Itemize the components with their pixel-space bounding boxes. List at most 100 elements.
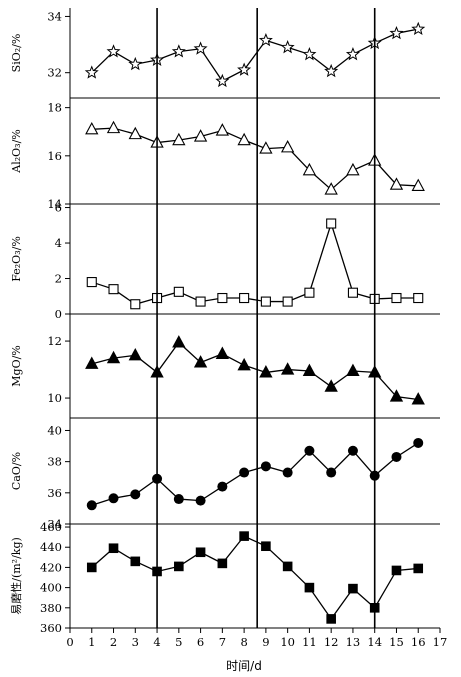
series-line [91, 28, 419, 82]
y-tick-label: 34 [47, 9, 62, 23]
data-point [389, 177, 404, 190]
data-point [411, 178, 425, 191]
x-tick-label: 16 [411, 635, 426, 649]
y-tick-label: 380 [40, 601, 62, 615]
x-tick-label: 14 [367, 635, 382, 649]
x-tick-label: 4 [153, 635, 160, 649]
data-point [215, 73, 230, 88]
data-point [130, 556, 141, 567]
data-point [280, 140, 295, 153]
data-point [239, 467, 250, 478]
x-tick-label: 0 [66, 635, 73, 649]
data-point [85, 356, 99, 369]
data-point [237, 62, 252, 76]
data-point [413, 437, 424, 448]
data-point [193, 41, 208, 55]
data-point [195, 495, 206, 506]
data-point [217, 292, 228, 304]
data-point [106, 120, 121, 134]
y-tick-label: 360 [40, 621, 62, 635]
data-point [282, 467, 293, 478]
x-tick-label: 7 [219, 635, 226, 649]
y-axis-label: 易磨性/(m²/kg) [9, 537, 23, 615]
data-point [282, 561, 293, 572]
data-point [348, 583, 358, 594]
series-line [91, 535, 419, 621]
data-point [260, 296, 271, 307]
data-point [391, 451, 402, 462]
x-tick-label: 1 [88, 635, 95, 649]
data-point [260, 461, 271, 472]
series-line [91, 221, 419, 305]
data-point [304, 287, 315, 298]
x-tick-label: 9 [262, 635, 269, 649]
data-point [173, 286, 184, 297]
series-line [91, 127, 419, 191]
data-point [195, 547, 206, 558]
data-point [389, 389, 404, 402]
data-point [346, 363, 360, 377]
chart-panels: 32 34 SiO₂/% 14 16 18 Al₂O₃/% 0 2 4 6 Fe₂O₃/% 10 12 Mg… [9, 8, 440, 635]
data-point [326, 614, 336, 624]
data-point [302, 47, 317, 61]
y-axis-label: Al₂O₃/% [10, 129, 23, 173]
y-tick-label: 16 [47, 149, 62, 163]
data-point [391, 292, 402, 304]
data-point [411, 392, 425, 405]
data-point [108, 493, 119, 504]
y-tick-label: 460 [40, 520, 62, 534]
data-point [86, 562, 97, 573]
y-axis-label: SiO₂/% [10, 34, 23, 73]
data-point [347, 445, 358, 456]
data-point [304, 445, 315, 456]
data-point [193, 129, 208, 142]
data-point [217, 558, 228, 569]
y-tick-label: 400 [40, 581, 62, 595]
data-point [128, 347, 142, 361]
series-line [91, 442, 419, 506]
data-point [282, 296, 293, 307]
data-point [84, 65, 99, 79]
data-point [324, 63, 339, 78]
y-tick-label: 18 [47, 101, 62, 115]
y-tick-label: 14 [47, 197, 62, 211]
data-point [172, 132, 186, 146]
y-tick-label: 10 [47, 391, 62, 405]
y-tick-label: 0 [55, 307, 62, 321]
data-point [130, 489, 141, 500]
x-axis: 0 1 2 3 4 5 6 7 8 9 10 11 12 13 14 15 16 17 [66, 628, 447, 649]
data-point [172, 335, 186, 348]
data-point [195, 296, 206, 307]
y-tick-label: 34 [47, 517, 62, 531]
x-tick-label: 15 [389, 635, 404, 649]
panel: 34 36 38 40 CaO/% [10, 418, 440, 531]
data-point [259, 141, 273, 154]
data-point [391, 565, 402, 576]
data-point [174, 561, 184, 572]
data-point [215, 123, 230, 136]
y-tick-label: 440 [40, 540, 62, 554]
x-tick-label: 10 [280, 635, 295, 649]
data-point [324, 182, 338, 195]
data-point [345, 47, 360, 61]
data-point [389, 25, 404, 40]
data-point [86, 277, 97, 288]
y-tick-label: 38 [47, 455, 62, 469]
data-point [239, 531, 249, 541]
data-point [128, 56, 143, 71]
data-point [413, 292, 424, 304]
data-point [86, 500, 97, 511]
y-tick-label: 12 [47, 334, 62, 348]
y-axis-label: Fe₂O₃/% [10, 236, 23, 282]
y-axis-label: MgO/% [10, 345, 23, 386]
x-tick-label: 5 [175, 635, 182, 649]
data-point [130, 299, 141, 310]
data-point [411, 21, 426, 36]
data-point [108, 284, 119, 295]
data-point [280, 362, 295, 375]
x-tick-label: 11 [302, 635, 317, 649]
data-point [261, 541, 271, 552]
y-tick-label: 2 [55, 272, 62, 286]
data-point [326, 467, 337, 478]
data-point [85, 121, 99, 135]
